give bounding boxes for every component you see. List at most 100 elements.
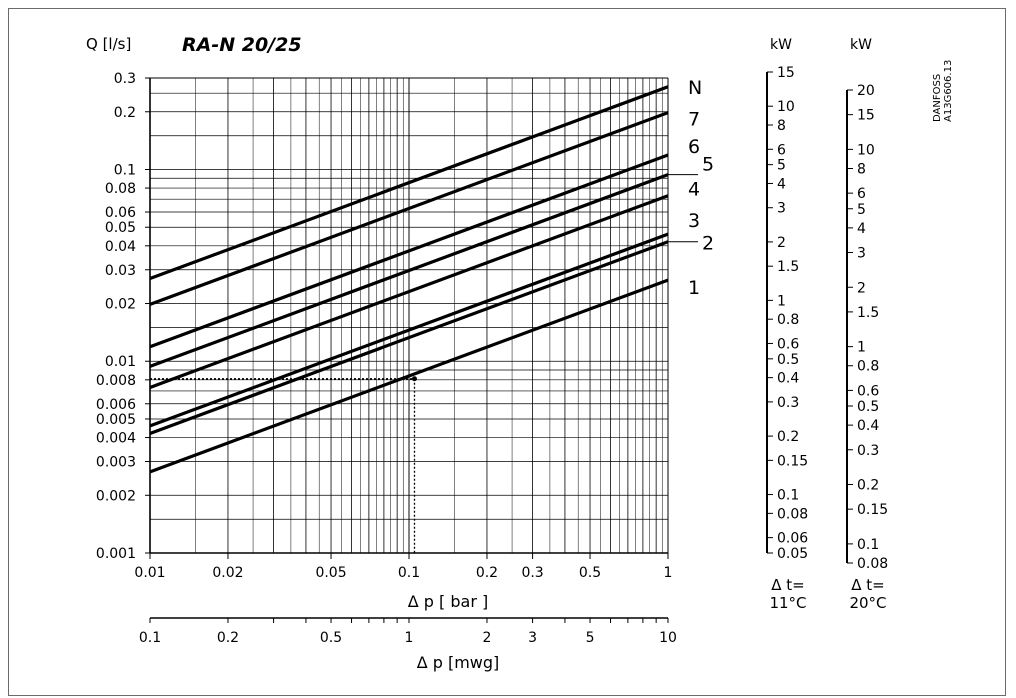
- x-tick-label: 0.02: [212, 565, 243, 581]
- y-tick-label: 0.004: [96, 431, 136, 447]
- watermark-line-1: DANFOSS: [932, 74, 943, 122]
- y-tick-label: 0.02: [105, 297, 136, 313]
- secondary-x-tick-label: 0.5: [320, 630, 342, 646]
- y-tick-label: 0.3: [114, 71, 136, 87]
- series-label-5: 5: [702, 154, 714, 176]
- series-lines: [149, 85, 669, 474]
- power-scale-tick-label: 0.3: [777, 395, 799, 411]
- power-scale-tick-label: 0.08: [777, 506, 808, 522]
- power-scale-tick-label: 5: [777, 158, 786, 174]
- y-tick-label: 0.2: [114, 105, 136, 121]
- secondary-x-tick-label: 3: [528, 630, 537, 646]
- y-tick-label: 0.003: [96, 455, 136, 471]
- power-scale-tick-label: 1.5: [777, 259, 799, 275]
- chart-title: RA-N 20/25: [182, 34, 302, 56]
- power-scale-tick-label: 0.6: [777, 336, 799, 352]
- power-scale-tick-label: 0.05: [777, 546, 808, 562]
- series-line-N: [149, 85, 669, 281]
- series-label-1: 1: [688, 277, 700, 299]
- power-scale-tick-label: 2: [857, 280, 866, 296]
- y-tick-label: 0.03: [105, 263, 136, 279]
- power-scale-label2-2: 20°C: [849, 594, 886, 612]
- power-scale-tick-label: 4: [857, 221, 866, 237]
- x-tick-label: 0.2: [476, 565, 498, 581]
- series-label-4: 4: [688, 179, 700, 201]
- power-scale-tick-label: 0.2: [777, 429, 799, 445]
- power-scale-tick-label: 0.1: [857, 537, 879, 553]
- secondary-x-tick-label: 0.1: [139, 630, 161, 646]
- power-scale-tick-label: 0.6: [857, 383, 879, 399]
- power-scale-tick-label: 0.15: [777, 453, 808, 469]
- power-scale-tick-label: 1: [777, 293, 786, 309]
- power-scale-tick-label: 0.4: [777, 371, 799, 387]
- series-line-5: [149, 173, 669, 368]
- series-label-6: 6: [688, 136, 700, 158]
- power-scale-tick-label: 15: [777, 65, 795, 81]
- x-tick-label: 0.05: [315, 565, 346, 581]
- secondary-x-tick-label: 10: [659, 630, 677, 646]
- x-tick-label: 0.01: [134, 565, 165, 581]
- y-tick-label: 0.005: [96, 412, 136, 428]
- series-line-1: [149, 278, 669, 474]
- watermark-line-2: A13G606.13: [943, 60, 954, 122]
- x-tick-label: 0.1: [398, 565, 420, 581]
- power-scale-tick-label: 6: [777, 142, 786, 158]
- y-tick-label: 0.1: [114, 162, 136, 178]
- x-tick-label: 1: [664, 565, 673, 581]
- labels: N76543210.0010.0020.0030.0040.0050.0060.…: [86, 34, 714, 672]
- annotation-point: [411, 376, 417, 382]
- secondary-x-axis-label: Δ p [mwg]: [417, 653, 500, 672]
- power-scale-tick-label: 1.5: [857, 305, 879, 321]
- y-axis-label: Q [l/s]: [86, 35, 131, 53]
- y-tick-label: 0.04: [105, 239, 136, 255]
- power-scale-tick-label: 0.2: [857, 478, 879, 494]
- power-scale-label-2: Δ t=: [851, 576, 884, 594]
- y-tick-label: 0.08: [105, 181, 136, 197]
- power-scales: kW15108654321.510.80.60.50.40.30.20.150.…: [766, 37, 954, 612]
- power-scale-label2-1: 11°C: [769, 594, 806, 612]
- series-line-7: [149, 111, 669, 306]
- power-scale-unit-2: kW: [850, 37, 872, 53]
- power-scale-tick-label: 0.08: [857, 556, 888, 572]
- series-line-2: [149, 240, 669, 435]
- power-scale-tick-label: 0.5: [777, 352, 799, 368]
- power-scale-tick-label: 8: [777, 118, 786, 134]
- series-line-3: [149, 232, 669, 428]
- power-scale-tick-label: 10: [857, 142, 875, 158]
- power-scale-tick-label: 0.5: [857, 399, 879, 415]
- power-scale-tick-label: 8: [857, 161, 866, 177]
- power-scale-label-1: Δ t=: [771, 576, 804, 594]
- y-tick-label: 0.06: [105, 205, 136, 221]
- power-scale-tick-label: 10: [777, 99, 795, 115]
- chart-frame: [8, 8, 1006, 696]
- series-label-2: 2: [702, 233, 714, 255]
- power-scale-tick-label: 0.15: [857, 502, 888, 518]
- power-scale-tick-label: 6: [857, 186, 866, 202]
- series-line-6: [149, 153, 669, 349]
- power-scale-tick-label: 3: [777, 201, 786, 217]
- secondary-x-tick-label: 1: [405, 630, 414, 646]
- danfoss-watermark: DANFOSS A13G606.13: [932, 60, 954, 122]
- series-label-N: N: [688, 77, 702, 99]
- power-scale-tick-label: 15: [857, 108, 875, 124]
- y-tick-label: 0.001: [96, 546, 136, 562]
- grid-lines: [149, 77, 669, 554]
- x-axis-label: Δ p [ bar ]: [408, 592, 488, 611]
- y-tick-label: 0.008: [96, 373, 136, 389]
- y-tick-label: 0.002: [96, 488, 136, 504]
- secondary-x-tick-label: 5: [586, 630, 595, 646]
- x-tick-label: 0.5: [579, 565, 601, 581]
- power-scale-tick-label: 0.3: [857, 443, 879, 459]
- power-scale-tick-label: 3: [857, 246, 866, 262]
- power-scale-tick-label: 0.06: [777, 531, 808, 547]
- power-scale-tick-label: 4: [777, 176, 786, 192]
- power-scale-tick-label: 1: [857, 340, 866, 356]
- power-scale-tick-label: 0.8: [857, 359, 879, 375]
- y-tick-label: 0.006: [96, 397, 136, 413]
- y-tick-label: 0.05: [105, 220, 136, 236]
- series-line-4: [149, 194, 669, 389]
- power-scale-tick-label: 0.8: [777, 312, 799, 328]
- secondary-x-tick-label: 2: [483, 630, 492, 646]
- power-scale-unit-1: kW: [770, 37, 792, 53]
